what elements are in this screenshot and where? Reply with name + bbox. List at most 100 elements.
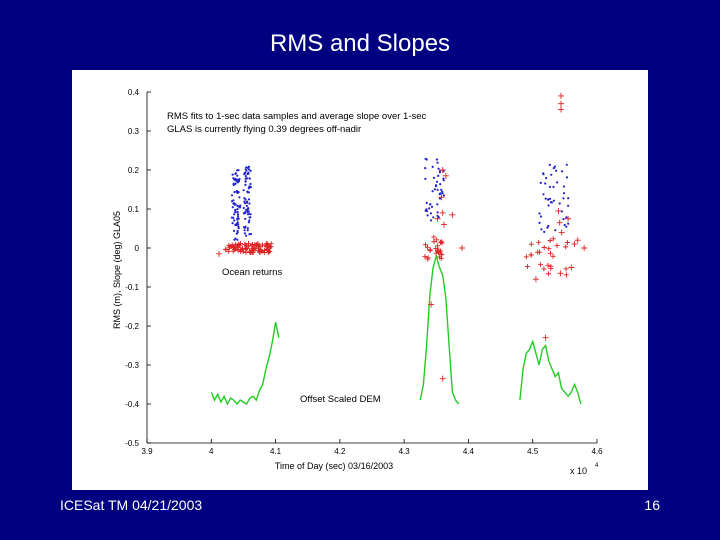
rms-point-outlier: [439, 375, 446, 382]
x-tick-label: 4.1: [270, 447, 282, 456]
slope-point: [425, 201, 428, 205]
rms-point: [258, 247, 264, 253]
slope-point: [246, 190, 249, 193]
rms-marker-shape: [258, 247, 264, 253]
rms-marker-shape: [425, 256, 431, 262]
rms-marker-shape: [581, 245, 588, 251]
rms-point-outlier: [556, 219, 563, 226]
y-tick-label: -0.3: [125, 361, 139, 370]
slope-point: [548, 185, 552, 188]
slope-point: [236, 215, 240, 218]
rms-marker-shape: [564, 239, 570, 245]
slope-point: [242, 189, 245, 192]
rms-marker-shape: [422, 242, 428, 248]
slope-point: [248, 177, 251, 180]
slope-point: [244, 177, 247, 180]
rms-point: [563, 272, 569, 278]
slope-point: [558, 202, 561, 205]
slope-point: [442, 179, 445, 182]
rms-point-outlier: [449, 211, 456, 218]
rms-marker-shape: [438, 194, 445, 201]
rms-point: [265, 241, 271, 247]
slope-point: [239, 204, 242, 207]
y-tick-label: -0.1: [125, 283, 139, 292]
rms-point: [550, 236, 556, 242]
rms-point-outlier: [574, 237, 581, 244]
slope-point: [436, 188, 439, 191]
rms-marker-shape: [245, 240, 251, 246]
slope-point: [247, 165, 251, 168]
slope-point: [245, 208, 248, 211]
rms-point-outlier: [434, 215, 441, 222]
slope-point: [244, 183, 247, 186]
slope-point: [248, 233, 251, 236]
rms-marker-shape: [528, 241, 534, 247]
slope-point: [538, 212, 541, 215]
slope-point: [249, 232, 253, 236]
slope-point: [234, 203, 237, 206]
slope-point: [428, 207, 431, 210]
slope-point: [244, 180, 247, 183]
y-tick-label: 0.3: [128, 127, 140, 136]
rms-point-outlier: [558, 229, 565, 236]
slope-point: [554, 229, 557, 232]
slope-point: [245, 234, 248, 237]
y-tick-label: 0.2: [128, 166, 140, 175]
slope-point: [435, 180, 439, 183]
rms-point: [267, 249, 273, 255]
rms-marker-shape: [216, 250, 222, 257]
slope-point: [544, 197, 547, 200]
rms-marker-shape: [439, 375, 446, 382]
rms-marker-shape: [550, 253, 556, 259]
slope-point: [246, 210, 249, 214]
slope-point: [236, 229, 239, 233]
rms-marker-shape: [433, 245, 439, 251]
rms-marker-shape: [436, 247, 442, 253]
rms-marker-shape: [563, 266, 569, 272]
slope-point: [242, 206, 245, 210]
rms-marker-shape: [247, 248, 253, 254]
slope-point: [435, 158, 438, 161]
rms-point: [523, 254, 529, 260]
rms-point-outlier: [441, 221, 447, 228]
slope-point: [236, 191, 239, 194]
slope-point: [238, 178, 241, 181]
rms-point: [546, 246, 552, 252]
slope-point: [244, 175, 247, 178]
slope-point: [562, 185, 565, 188]
slope-point: [435, 184, 438, 187]
slope-point: [232, 202, 236, 205]
rms-point: [262, 248, 268, 254]
x-tick-label: 3.9: [141, 447, 153, 456]
y-tick-label: 0: [135, 244, 140, 253]
rms-marker-shape: [438, 239, 444, 245]
slope-point: [439, 183, 442, 186]
rms-point: [239, 247, 245, 253]
rms-marker-shape: [574, 237, 581, 244]
slope-point: [243, 200, 246, 203]
slope-point: [538, 221, 541, 224]
slope-point: [438, 193, 441, 196]
slope-point: [238, 196, 241, 199]
slope-point: [248, 219, 251, 222]
slope-point: [567, 204, 570, 207]
page-number: 16: [644, 497, 660, 513]
rms-marker-shape: [431, 234, 437, 240]
slope-point: [437, 167, 440, 170]
slope-point: [429, 219, 433, 222]
rms-marker-shape: [528, 252, 534, 258]
slope-point: [552, 199, 555, 202]
slope-point: [248, 216, 251, 219]
rms-marker-shape: [557, 270, 564, 277]
rms-point: [436, 247, 442, 253]
slope-point: [565, 225, 568, 228]
rms-point: [257, 249, 263, 255]
slope-point: [562, 192, 566, 195]
slope-point: [249, 169, 252, 172]
rms-point: [541, 245, 547, 251]
rms-marker-shape: [427, 247, 433, 253]
slope-point: [424, 177, 427, 180]
slope-point: [234, 211, 237, 214]
rms-marker-shape: [424, 244, 430, 250]
rms-point: [427, 247, 433, 253]
